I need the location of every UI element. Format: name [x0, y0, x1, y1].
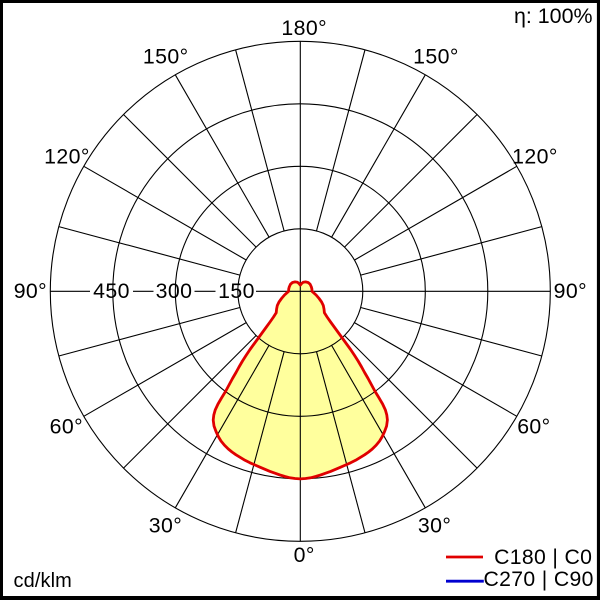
svg-text:0°: 0° [294, 543, 315, 567]
svg-text:450: 450 [93, 279, 130, 303]
svg-text:η: 100%: η: 100% [514, 4, 593, 28]
svg-text:150°: 150° [413, 45, 459, 69]
svg-text:150°: 150° [143, 44, 189, 68]
svg-text:30°: 30° [149, 514, 182, 538]
svg-text:180°: 180° [281, 16, 327, 40]
svg-text:120°: 120° [512, 145, 558, 169]
svg-text:300: 300 [156, 279, 193, 303]
svg-text:120°: 120° [44, 145, 90, 169]
svg-text:C270 | C90: C270 | C90 [484, 568, 594, 591]
svg-text:cd/klm: cd/klm [14, 570, 72, 592]
svg-text:90°: 90° [554, 279, 587, 303]
svg-text:C180 | C0: C180 | C0 [494, 546, 592, 569]
svg-text:30°: 30° [418, 514, 451, 538]
svg-text:60°: 60° [517, 415, 550, 439]
svg-text:60°: 60° [50, 415, 83, 439]
svg-text:150: 150 [218, 279, 255, 303]
svg-text:90°: 90° [14, 279, 47, 303]
